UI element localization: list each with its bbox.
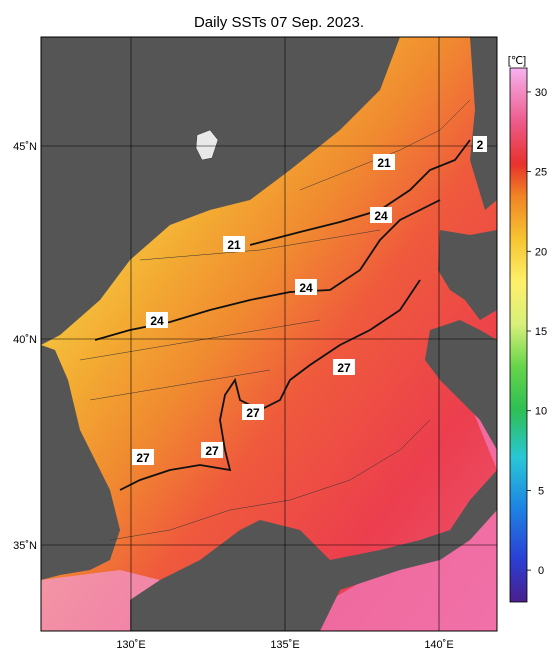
- lon-label: 140˚E: [424, 639, 453, 651]
- lat-label: 45˚N: [13, 141, 37, 153]
- colorbar-tick-label: 20: [535, 246, 547, 258]
- isotherm-label-box: [146, 312, 168, 328]
- colorbar-tick-label: 10: [535, 406, 547, 418]
- map-body: 21 21 24 24 24 27 27 27 27 2: [41, 37, 497, 631]
- lon-label: 135˚E: [270, 639, 299, 651]
- lat-label: 40˚N: [13, 334, 37, 346]
- colorbar-tick-label: 30: [535, 87, 547, 99]
- colorbar: [℃] 30 25 20 15 10 5 0: [508, 55, 547, 603]
- isotherm-label-box: [373, 154, 395, 170]
- isotherm-label: 27: [246, 406, 260, 420]
- land-kyushu: [150, 585, 230, 631]
- isotherm-27: [119, 279, 421, 491]
- colorbar-tick-label: 25: [535, 167, 547, 179]
- isotherm-label-box: [370, 207, 392, 223]
- land-hokkaido: [438, 230, 497, 320]
- isotherm-label-box: [201, 442, 223, 458]
- isotherm-label-box: [473, 136, 487, 152]
- colorbar-ticks: 30 25 20 15 10 5 0: [527, 87, 547, 577]
- isotherm-label: 27: [337, 361, 351, 375]
- colorbar-unit: [℃]: [508, 55, 526, 67]
- isotherm-label: 24: [150, 314, 164, 328]
- colorbar-tick-label: 5: [538, 485, 544, 497]
- land-tohoku: [425, 320, 497, 450]
- isotherm-label: 2: [477, 138, 484, 152]
- land-korea: [41, 345, 120, 580]
- colorbar-ramp: [509, 67, 528, 603]
- colorbar-tick-label: 0: [538, 565, 544, 577]
- land-honshu: [130, 320, 497, 631]
- isotherm-label-box: [333, 359, 355, 375]
- land-sakhalin: [470, 37, 497, 210]
- isotherm-label: 27: [205, 444, 219, 458]
- lon-label: 130˚E: [116, 639, 145, 651]
- isotherm-label-box: [223, 236, 245, 252]
- lat-grid: [41, 145, 497, 546]
- lon-grid: [130, 37, 440, 631]
- colorbar-tick-label: 15: [535, 326, 547, 338]
- isotherm-label: 27: [136, 451, 150, 465]
- map-frame: [40, 36, 498, 632]
- contour-thin-5: [109, 419, 431, 541]
- longitude-labels: 130˚E 135˚E 140˚E: [116, 639, 453, 651]
- contour-thin-1: [79, 319, 321, 361]
- isotherm-label: 24: [299, 281, 313, 295]
- lat-label: 35˚N: [13, 540, 37, 552]
- isotherm-label: 24: [374, 209, 388, 223]
- contour-thin-3: [139, 229, 381, 261]
- isotherm-21: [249, 139, 471, 246]
- isotherm-label-box: [132, 449, 154, 465]
- isotherm-label: 21: [377, 156, 391, 170]
- land-shikoku: [240, 585, 320, 620]
- isotherm-label-box: [242, 404, 264, 420]
- contour-thin-4: [299, 99, 471, 191]
- latitude-labels: 45˚N 40˚N 35˚N: [13, 141, 37, 552]
- isotherm-label: 21: [227, 238, 241, 252]
- island-rishiri: [195, 129, 219, 161]
- contour-thin-2: [89, 369, 271, 401]
- figure-title: Daily SSTs 07 Sep. 2023.: [194, 14, 364, 31]
- isotherm-label-box: [295, 279, 317, 295]
- isotherm-labels: 21 21 24 24 24 27 27 27 27 2: [132, 136, 487, 465]
